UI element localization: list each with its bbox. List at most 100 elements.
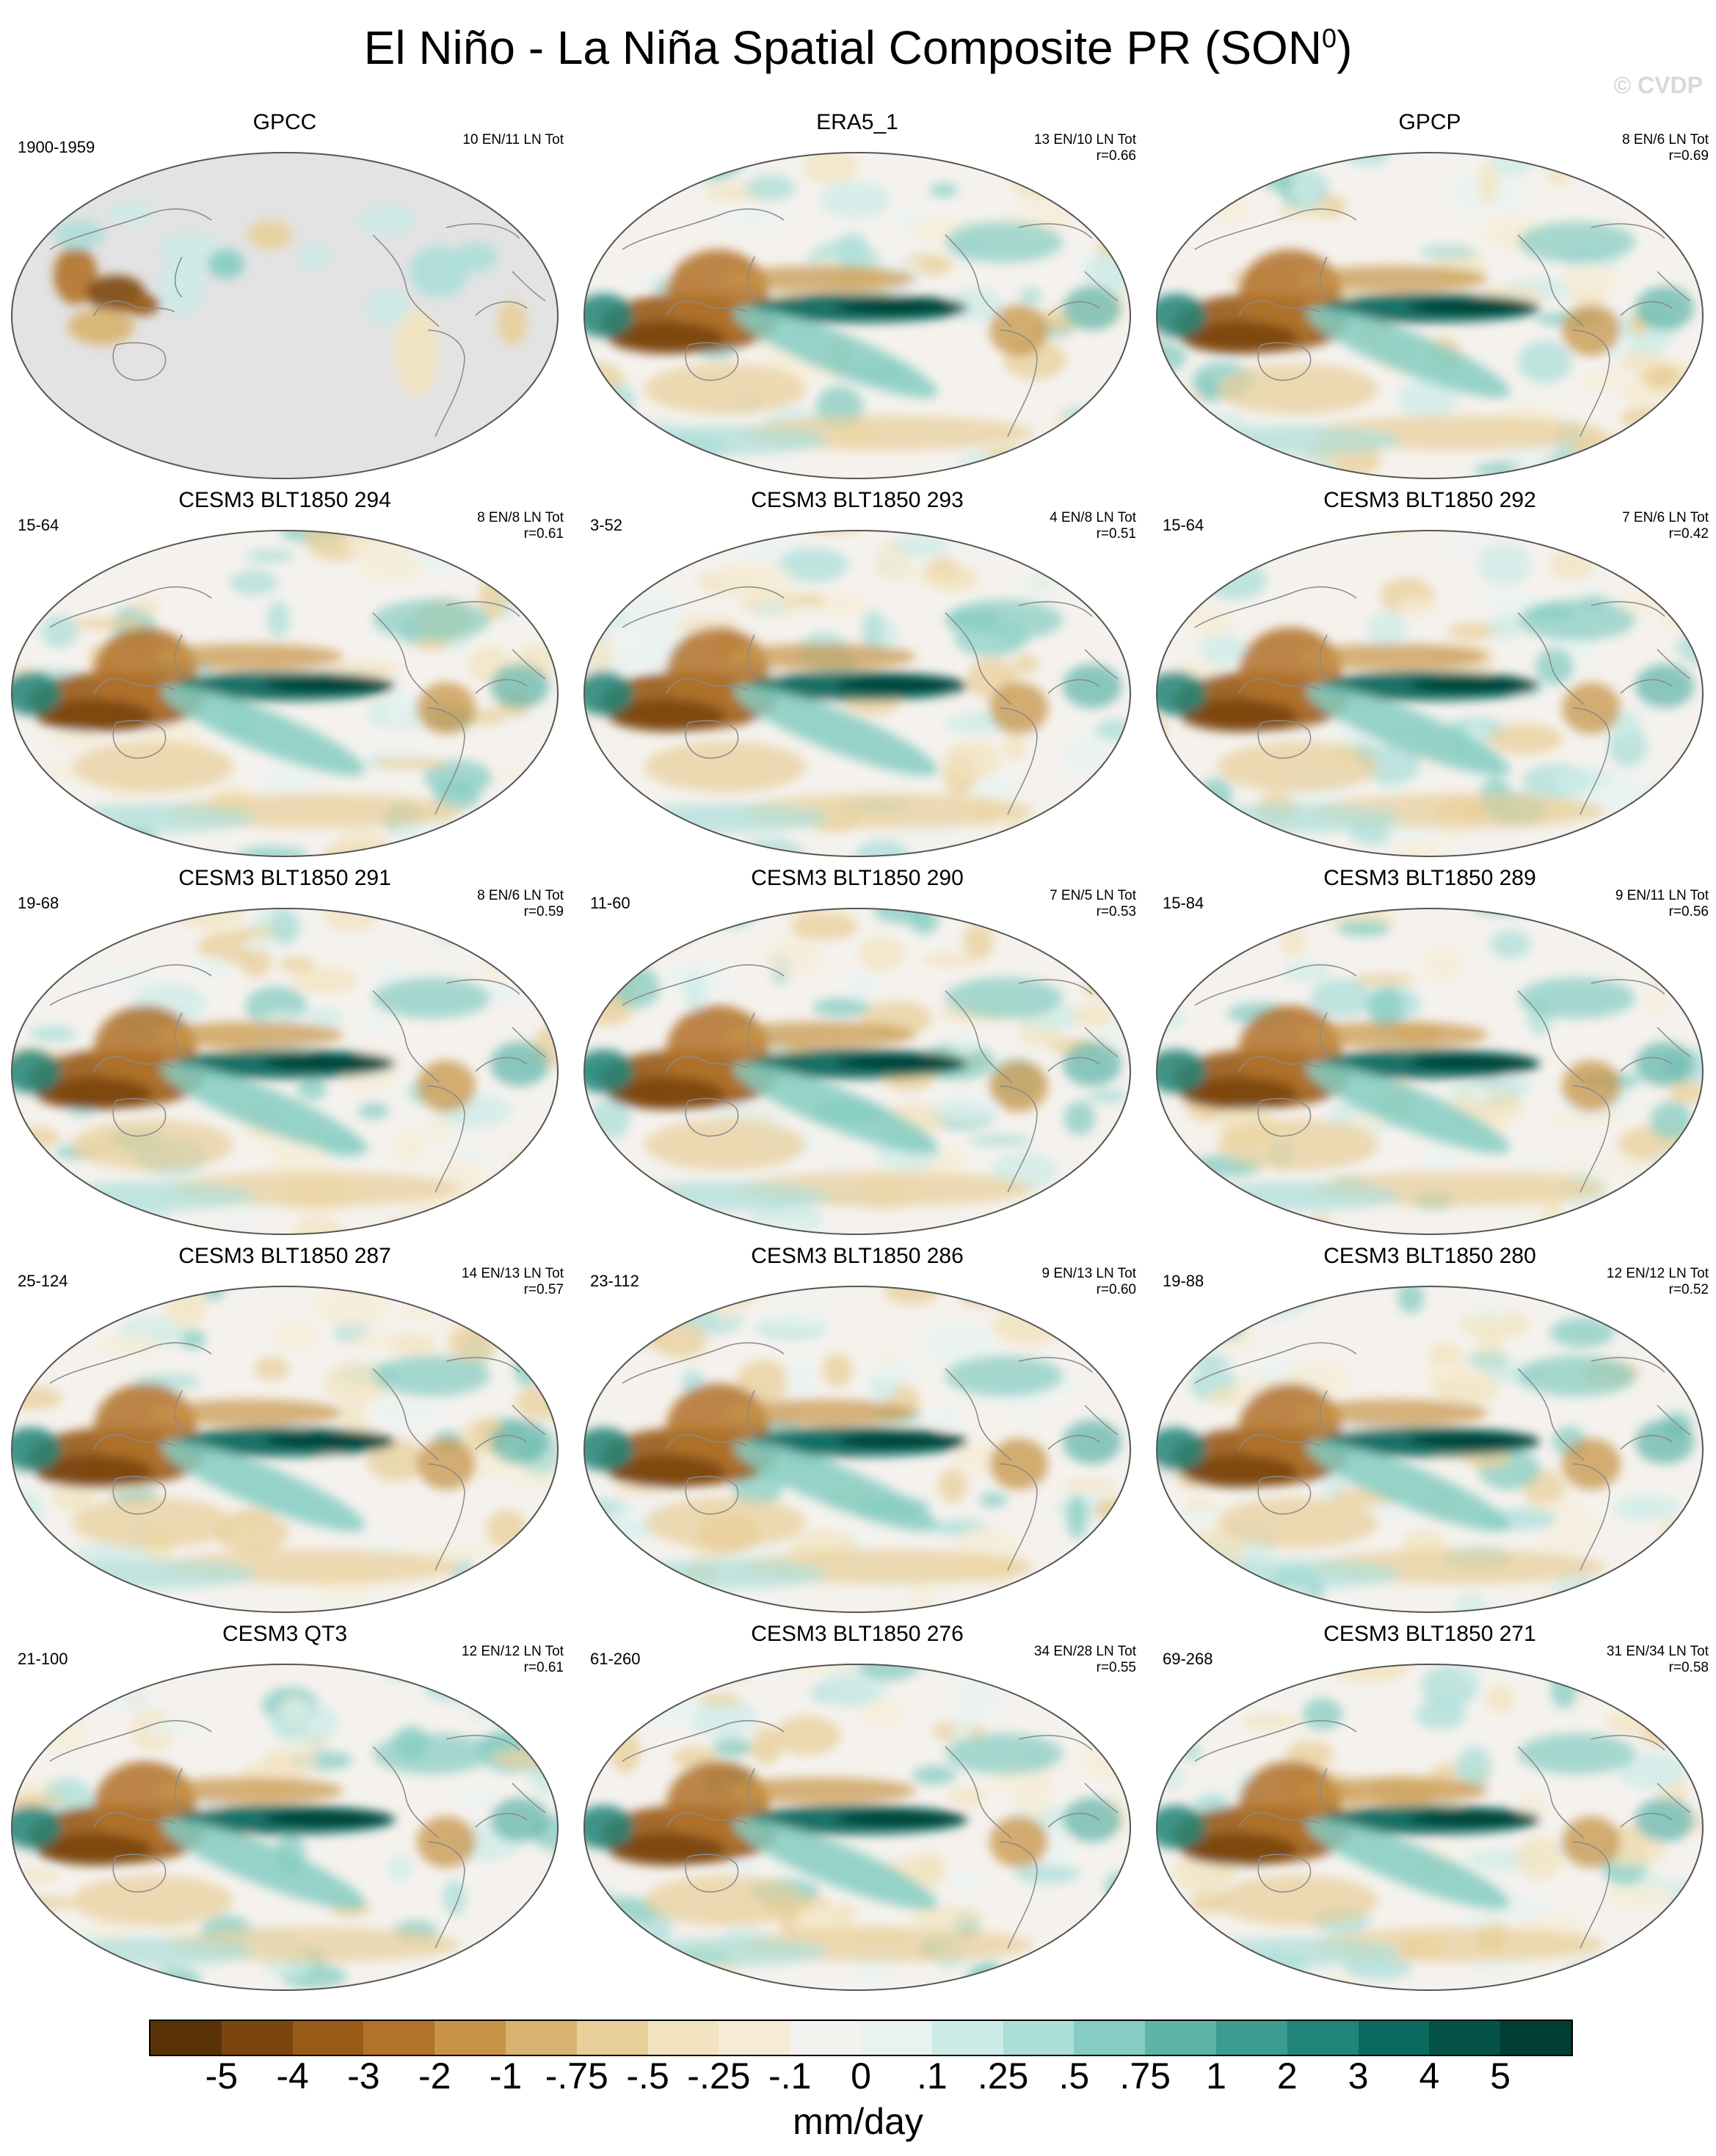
event-count: 8 EN/8 LN Tot	[477, 510, 564, 525]
panel-stats: 8 EN/6 LN Tot r=0.69	[1622, 132, 1709, 164]
map-field	[1157, 531, 1703, 856]
panel-years: 69-268	[1163, 1650, 1213, 1668]
panel-stats: 7 EN/5 LN Tot r=0.53	[1050, 888, 1136, 920]
map-field	[1157, 1286, 1703, 1612]
coastlines	[49, 586, 546, 815]
colorbar-swatch	[1216, 2021, 1288, 2055]
map-panel: CESM3 BLT1850 287 25-124 14 EN/13 LN Tot r=…	[6, 1244, 564, 1618]
map-field	[584, 531, 1130, 856]
event-count: 9 EN/11 LN Tot	[1615, 888, 1709, 903]
coastlines	[622, 964, 1119, 1193]
event-count: 7 EN/5 LN Tot	[1050, 888, 1136, 903]
map-border	[11, 1286, 559, 1613]
panel-years: 15-84	[1163, 894, 1204, 912]
panel-title: CESM3 BLT1850 271	[1323, 1622, 1536, 1646]
colorbar-tick-label: -1	[489, 2055, 523, 2097]
map-field	[12, 153, 558, 478]
map-panel: CESM3 BLT1850 276 61-260 34 EN/28 LN Tot r=…	[578, 1622, 1136, 1996]
colorbar-swatch	[647, 2021, 719, 2055]
event-count: 10 EN/11 LN Tot	[462, 132, 564, 148]
robinson-map	[1156, 152, 1704, 479]
panel-stats: 12 EN/12 LN Tot r=0.61	[462, 1644, 564, 1676]
map-border	[1156, 1664, 1704, 1991]
map-panel: CESM3 BLT1850 286 23-112 9 EN/13 LN Tot r=0…	[578, 1244, 1136, 1618]
colorbar-tick-label: .75	[1119, 2055, 1171, 2097]
panel-stats: 31 EN/34 LN Tot r=0.58	[1607, 1644, 1709, 1676]
panel-stats: 4 EN/8 LN Tot r=0.51	[1050, 510, 1136, 542]
panel-title: CESM3 BLT1850 290	[751, 866, 964, 890]
robinson-map	[583, 152, 1131, 479]
colorbar-tick-label: 3	[1348, 2055, 1369, 2097]
colorbar-swatch	[861, 2021, 933, 2055]
pattern-correlation: r=0.55	[1096, 1660, 1136, 1675]
pattern-correlation: r=0.57	[523, 1282, 564, 1297]
colorbar-swatch	[719, 2021, 790, 2055]
map-field	[584, 1286, 1130, 1612]
map-panel: CESM3 BLT1850 291 19-68 8 EN/6 LN Tot r=0.5…	[6, 866, 564, 1240]
map-border	[583, 530, 1131, 857]
event-count: 31 EN/34 LN Tot	[1606, 1644, 1709, 1659]
panel-title: CESM3 BLT1850 293	[751, 488, 964, 512]
colorbar-tick-label: 1	[1206, 2055, 1226, 2097]
pattern-correlation: r=0.59	[523, 904, 564, 919]
map-border	[583, 152, 1131, 479]
map-field	[1157, 153, 1703, 478]
panel-title: CESM3 BLT1850 292	[1323, 488, 1536, 512]
panel-years: 19-68	[18, 894, 59, 912]
event-count: 8 EN/6 LN Tot	[1622, 132, 1709, 148]
panel-title: CESM3 BLT1850 276	[751, 1622, 964, 1646]
panel-title: ERA5_1	[816, 110, 898, 134]
panel-title: CESM3 BLT1850 289	[1323, 866, 1536, 890]
panel-years: 3-52	[590, 516, 623, 534]
map-panel: GPCC 1900-1959 10 EN/11 LN Tot	[6, 110, 564, 484]
colorbar-swatch	[1287, 2021, 1359, 2055]
pattern-correlation: r=0.58	[1668, 1660, 1709, 1675]
colorbar-swatch	[363, 2021, 435, 2055]
coastlines	[1194, 586, 1691, 815]
colorbar-tick-label: -.5	[626, 2055, 669, 2097]
map-panel: ERA5_1 13 EN/10 LN Tot r=0.66	[578, 110, 1136, 484]
event-count: 13 EN/10 LN Tot	[1033, 132, 1136, 148]
map-border	[1156, 908, 1704, 1235]
watermark: © CVDP	[1613, 72, 1703, 98]
panel-stats: 7 EN/6 LN Tot r=0.42	[1622, 510, 1709, 542]
pattern-correlation: r=0.60	[1096, 1282, 1136, 1297]
colorbar-tick-label: -2	[418, 2055, 451, 2097]
panel-title: CESM3 BLT1850 280	[1323, 1244, 1536, 1268]
panel-years: 1900-1959	[18, 138, 95, 156]
colorbar-tick-label: 4	[1419, 2055, 1440, 2097]
panel-title: CESM3 BLT1850 286	[751, 1244, 964, 1268]
coastlines	[622, 1342, 1119, 1571]
colorbar-swatch	[506, 2021, 578, 2055]
pattern-correlation: r=0.69	[1668, 148, 1709, 164]
map-field	[1157, 908, 1703, 1234]
coastlines	[1194, 1342, 1691, 1571]
robinson-map	[11, 1286, 559, 1613]
pattern-correlation: r=0.53	[1096, 904, 1136, 919]
colorbar-swatch	[1500, 2021, 1572, 2055]
map-border	[583, 1664, 1131, 1991]
coastlines	[49, 1720, 546, 1949]
pattern-correlation: r=0.52	[1668, 1282, 1709, 1297]
map-border	[11, 908, 559, 1235]
panel-stats: 13 EN/10 LN Tot r=0.66	[1034, 132, 1136, 164]
panel-stats: 34 EN/28 LN Tot r=0.55	[1034, 1644, 1136, 1676]
pattern-correlation: r=0.51	[1096, 526, 1136, 542]
colorbar-swatch	[1074, 2021, 1146, 2055]
panel-title: GPCP	[1398, 110, 1461, 134]
robinson-map	[11, 1664, 559, 1991]
colorbar-swatch	[1358, 2021, 1430, 2055]
robinson-map	[583, 1286, 1131, 1613]
map-field	[12, 1286, 558, 1612]
panel-years: 23-112	[590, 1272, 639, 1290]
map-panel: CESM3 BLT1850 290 11-60 7 EN/5 LN Tot r=0.5…	[578, 866, 1136, 1240]
robinson-map	[1156, 908, 1704, 1235]
panel-years: 25-124	[18, 1272, 68, 1290]
panel-stats: 14 EN/13 LN Tot r=0.57	[462, 1266, 564, 1298]
robinson-map	[11, 908, 559, 1235]
colorbar-tick-label: .5	[1058, 2055, 1090, 2097]
colorbar-tick-label: .1	[916, 2055, 948, 2097]
robinson-map	[1156, 1286, 1704, 1613]
colorbar-swatch	[221, 2021, 294, 2055]
event-count: 34 EN/28 LN Tot	[1033, 1644, 1136, 1659]
